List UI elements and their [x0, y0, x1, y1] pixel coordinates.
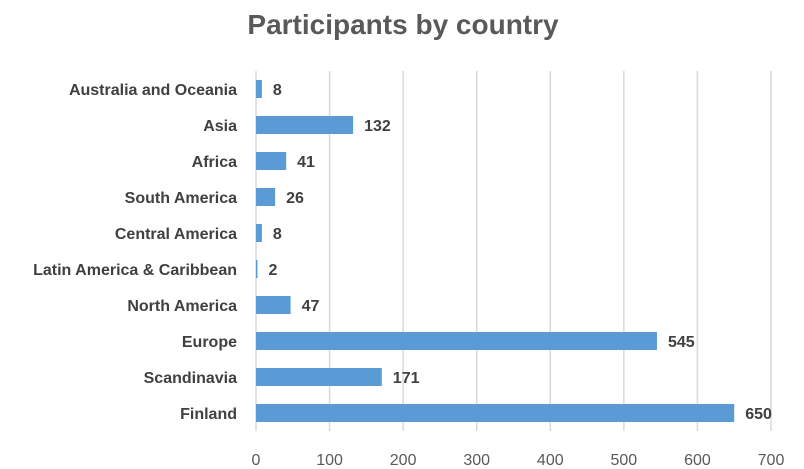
x-tick-label: 500	[611, 452, 638, 469]
bar	[256, 80, 262, 98]
bar	[256, 404, 735, 422]
bar	[256, 152, 287, 170]
chart-title: Participants by country	[247, 9, 559, 40]
x-tick-label: 700	[758, 452, 785, 469]
x-tick-label: 0	[252, 452, 261, 469]
x-tick-label: 300	[463, 452, 490, 469]
category-label: Europe	[182, 334, 237, 351]
category-label: Central America	[115, 226, 237, 243]
category-label: North America	[127, 298, 237, 315]
data-label: 26	[286, 190, 304, 207]
bars	[256, 80, 735, 422]
data-labels: 8 132 41 26 8 2 47 545 171 650	[268, 82, 772, 423]
data-label: 41	[297, 154, 315, 171]
category-label: Australia and Oceania	[69, 82, 237, 99]
category-label: Finland	[180, 406, 237, 423]
category-label: Scandinavia	[144, 370, 237, 387]
category-label: South America	[125, 190, 237, 207]
data-label: 47	[302, 298, 320, 315]
data-label: 545	[668, 334, 695, 351]
category-labels: Australia and Oceania Asia Africa South Ame…	[33, 82, 237, 423]
bar	[256, 224, 262, 242]
data-label: 8	[273, 82, 282, 99]
bar	[256, 116, 354, 134]
x-axis-ticks: 0 100 200 300 400 500 600 700	[252, 452, 785, 469]
x-tick-label: 100	[316, 452, 343, 469]
x-tick-label: 600	[684, 452, 711, 469]
category-label: Africa	[192, 154, 237, 171]
data-label: 650	[745, 406, 772, 423]
category-label: Latin America & Caribbean	[33, 262, 237, 279]
bar	[256, 260, 258, 278]
bar	[256, 368, 382, 386]
bar	[256, 332, 657, 350]
data-label: 8	[273, 226, 282, 243]
x-tick-label: 400	[537, 452, 564, 469]
bar	[256, 296, 291, 314]
x-tick-label: 200	[390, 452, 417, 469]
data-label: 171	[393, 370, 420, 387]
data-label: 132	[364, 118, 391, 135]
bar	[256, 188, 276, 206]
category-label: Asia	[203, 118, 237, 135]
data-label: 2	[268, 262, 277, 279]
